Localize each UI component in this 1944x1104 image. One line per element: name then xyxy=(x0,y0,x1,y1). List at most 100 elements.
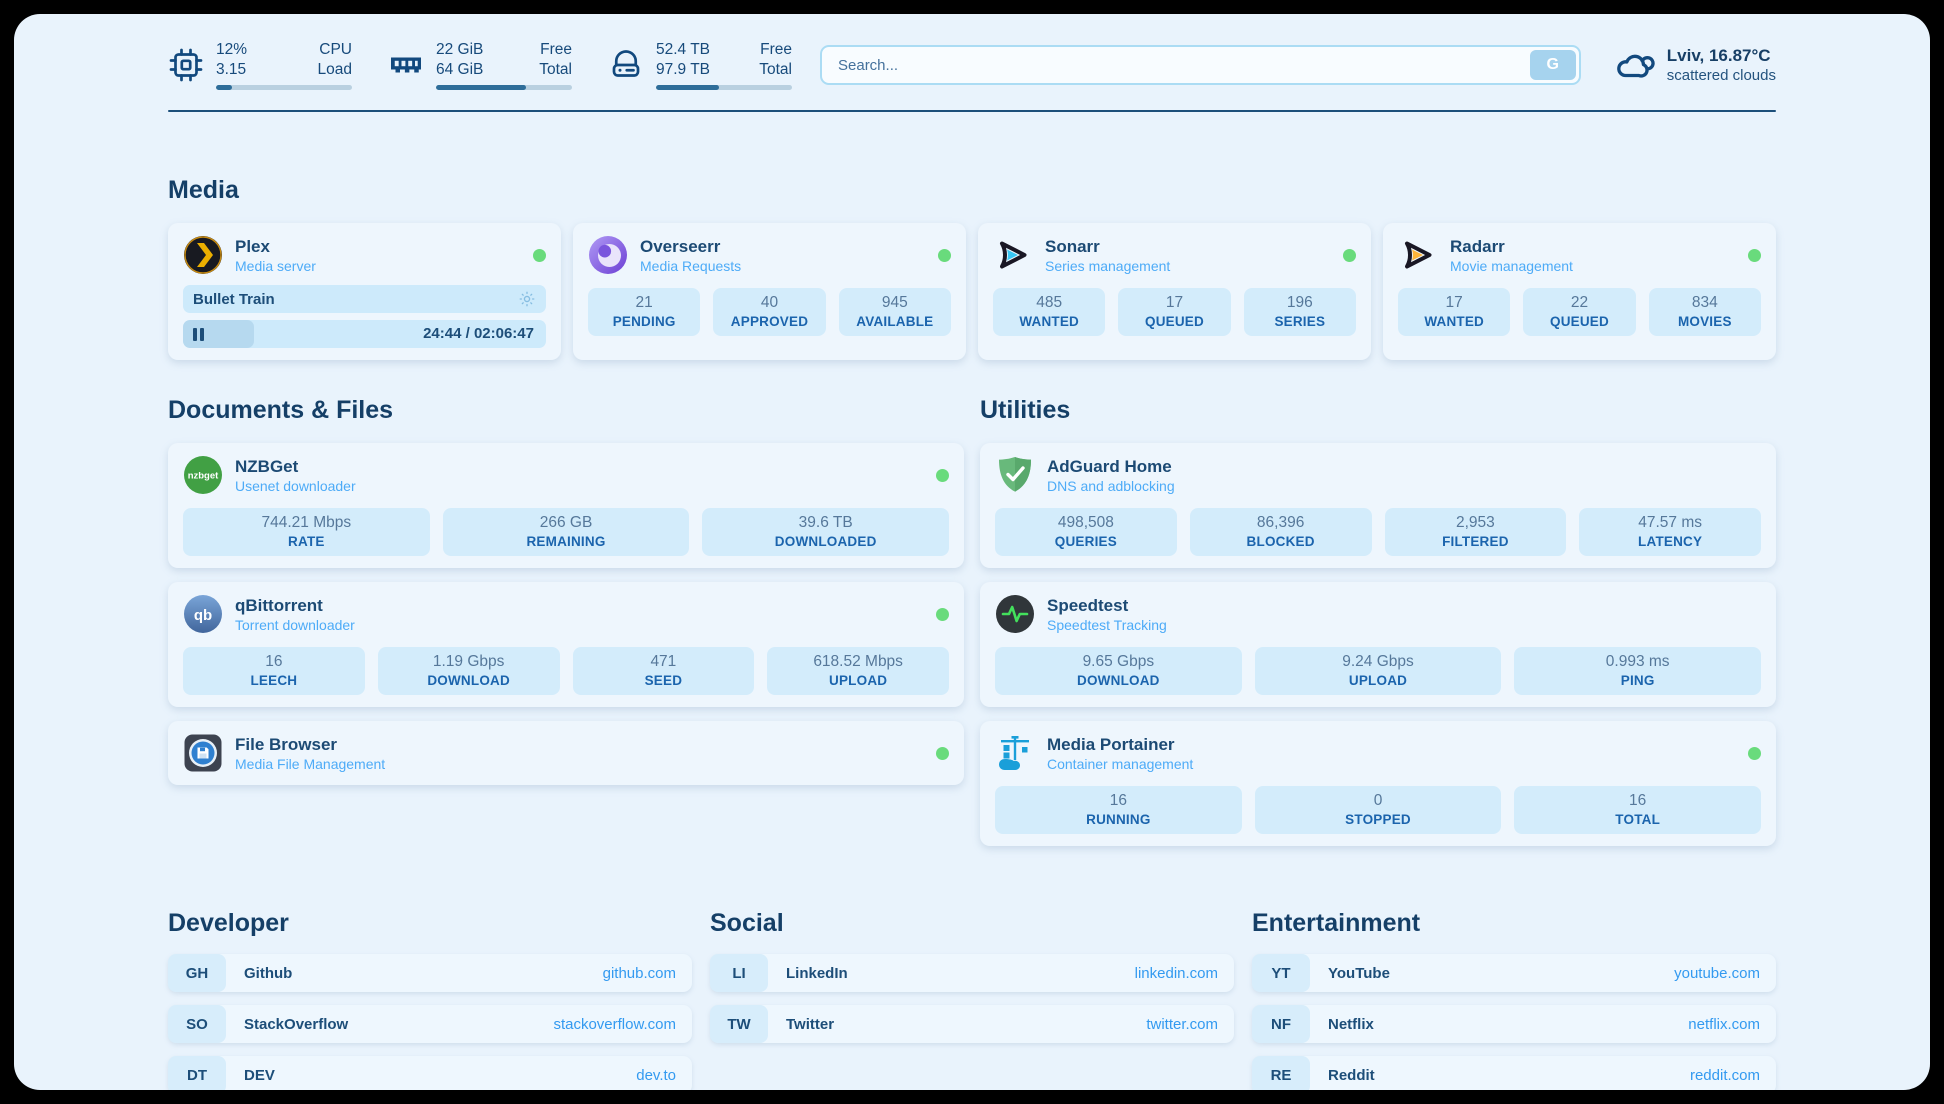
radarr-card: Radarr Movie management 17 WANTED 22 QUE… xyxy=(1383,223,1776,361)
bookmark-url[interactable]: github.com xyxy=(602,964,676,982)
bookmark-linkedin[interactable]: LI LinkedIn linkedin.com xyxy=(710,954,1234,993)
bookmark-url[interactable]: netflix.com xyxy=(1688,1015,1760,1033)
stat-value: 16 xyxy=(1629,792,1647,810)
filebrowser-card: File Browser Media File Management xyxy=(168,721,964,786)
speedtest-icon[interactable] xyxy=(995,594,1035,634)
utilities-column: Utilities AdGuard Home DNS and adblockin… xyxy=(980,396,1776,847)
app-name[interactable]: Speedtest xyxy=(1047,595,1129,615)
app-name[interactable]: Media Portainer xyxy=(1047,734,1175,754)
cpu-progress-bar xyxy=(216,85,352,91)
stat-label: PING xyxy=(1620,673,1655,689)
portainer-icon[interactable] xyxy=(995,733,1035,773)
cpu-usage-label: CPU xyxy=(319,41,352,58)
stat-label: WANTED xyxy=(1019,314,1080,330)
sonarr-icon[interactable] xyxy=(993,235,1033,275)
section-title-social: Social xyxy=(710,909,784,938)
bookmark-url[interactable]: linkedin.com xyxy=(1134,964,1218,982)
stat-label: QUEUED xyxy=(1550,314,1609,330)
bookmark-name: LinkedIn xyxy=(786,964,848,982)
bookmark-tag: NF xyxy=(1252,1005,1310,1044)
bookmark-youtube[interactable]: YT YouTube youtube.com xyxy=(1252,954,1776,993)
stat-label: SEED xyxy=(644,673,683,689)
bookmark-name: DEV xyxy=(244,1066,275,1084)
top-bar: 12% CPU 3.15 Load xyxy=(168,40,1776,91)
bookmark-stackoverflow[interactable]: SO StackOverflow stackoverflow.com xyxy=(168,1005,692,1044)
stat-box: 16 RUNNING xyxy=(995,786,1242,835)
app-name[interactable]: NZBGet xyxy=(235,456,299,476)
overseerr-icon[interactable] xyxy=(588,235,628,275)
bookmark-tag: GH xyxy=(168,954,226,993)
bookmark-tag: TW xyxy=(710,1005,768,1044)
nzbget-icon[interactable]: nzbget xyxy=(183,455,223,495)
stat-box: 2,953 FILTERED xyxy=(1384,508,1567,557)
stat-box: 40 APPROVED xyxy=(713,288,826,337)
disk-stat: 52.4 TB Free 97.9 TB Total xyxy=(608,40,792,91)
pause-icon[interactable] xyxy=(193,327,204,341)
stat-label: SERIES xyxy=(1274,314,1326,330)
stat-label: RUNNING xyxy=(1086,812,1151,828)
stat-box: 17 QUEUED xyxy=(1118,288,1231,337)
ram-free-label: Free xyxy=(540,41,572,58)
documents-column: Documents & Files nzbget NZBGet Usenet d… xyxy=(168,396,964,846)
stat-box: 485 WANTED xyxy=(993,288,1106,337)
ram-total-label: Total xyxy=(539,61,572,79)
stat-label: FILTERED xyxy=(1442,534,1509,550)
ram-total-value: 64 GiB xyxy=(436,61,484,79)
app-name[interactable]: File Browser xyxy=(235,734,338,754)
qbittorrent-icon[interactable]: qb xyxy=(183,594,223,634)
search-bar: G xyxy=(820,45,1581,86)
app-subtitle: Media File Management xyxy=(235,755,386,772)
stat-value: 17 xyxy=(1445,294,1463,312)
disk-icon xyxy=(608,47,644,83)
dashboard-page: 12% CPU 3.15 Load xyxy=(14,14,1930,1090)
settings-icon[interactable] xyxy=(518,290,536,308)
bookmark-dev[interactable]: DT DEV dev.to xyxy=(168,1056,692,1090)
app-name[interactable]: AdGuard Home xyxy=(1047,456,1172,476)
status-dot xyxy=(936,746,949,760)
radarr-icon[interactable] xyxy=(1398,235,1438,275)
stat-label: QUERIES xyxy=(1054,534,1117,550)
disk-free-value: 52.4 TB xyxy=(656,41,711,58)
cpu-icon xyxy=(168,47,204,83)
bookmark-url[interactable]: reddit.com xyxy=(1689,1066,1760,1084)
ram-stat: 22 GiB Free 64 GiB Total xyxy=(388,40,572,91)
stat-value: 86,396 xyxy=(1256,514,1305,532)
section-title-entertainment: Entertainment xyxy=(1252,909,1421,938)
app-name[interactable]: Sonarr xyxy=(1045,236,1100,256)
adguard-icon[interactable] xyxy=(995,455,1035,495)
app-subtitle: Movie management xyxy=(1450,257,1573,274)
weather-widget: Lviv, 16.87°C scattered clouds xyxy=(1613,44,1776,86)
weather-condition: scattered clouds xyxy=(1666,67,1776,85)
app-name[interactable]: Plex xyxy=(235,236,270,256)
plex-icon[interactable] xyxy=(183,235,223,275)
now-playing-row: Bullet Train xyxy=(183,285,546,314)
bookmark-url[interactable]: stackoverflow.com xyxy=(553,1015,676,1033)
stat-value: 2,953 xyxy=(1455,514,1495,532)
search-engine-button[interactable]: G xyxy=(1529,50,1576,81)
bookmark-reddit[interactable]: RE Reddit reddit.com xyxy=(1252,1056,1776,1090)
status-dot xyxy=(533,248,546,262)
stat-label: UPLOAD xyxy=(829,673,888,689)
filebrowser-icon[interactable] xyxy=(183,733,223,773)
stat-value: 16 xyxy=(1109,792,1127,810)
entertainment-section: Entertainment YT YouTube youtube.com NF … xyxy=(1252,888,1776,1090)
bookmark-name: Twitter xyxy=(786,1015,835,1033)
app-name[interactable]: qBittorrent xyxy=(235,595,323,615)
search-input[interactable] xyxy=(820,45,1581,86)
bookmark-url[interactable]: youtube.com xyxy=(1674,964,1760,982)
stat-box: 47.57 ms LATENCY xyxy=(1579,508,1761,557)
bookmark-url[interactable]: dev.to xyxy=(636,1066,676,1084)
stat-box: 0.993 ms PING xyxy=(1514,647,1762,696)
playback-progress-bar[interactable]: 24:44 / 02:06:47 xyxy=(183,320,546,349)
svg-text:nzbget: nzbget xyxy=(188,471,219,482)
bookmark-netflix[interactable]: NF Netflix netflix.com xyxy=(1252,1005,1776,1044)
app-name[interactable]: Radarr xyxy=(1450,236,1505,256)
stat-value: 16 xyxy=(265,653,283,671)
app-name[interactable]: Overseerr xyxy=(640,236,721,256)
bookmark-url[interactable]: twitter.com xyxy=(1146,1015,1218,1033)
bookmark-twitter[interactable]: TW Twitter twitter.com xyxy=(710,1005,1234,1044)
stat-box: 618.52 Mbps UPLOAD xyxy=(767,647,949,696)
bookmark-tag: LI xyxy=(710,954,768,993)
stat-label: TOTAL xyxy=(1615,812,1661,828)
bookmark-github[interactable]: GH Github github.com xyxy=(168,954,692,993)
